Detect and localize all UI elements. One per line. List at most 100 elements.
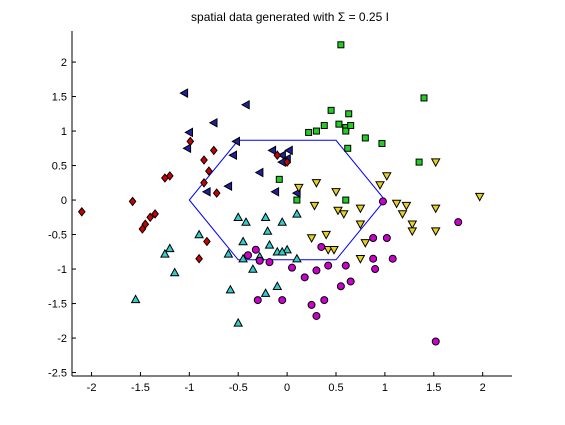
chart-title: spatial data generated with Σ = 0.25 I bbox=[191, 10, 389, 24]
data-point-diamond bbox=[151, 209, 159, 219]
y-tick-label: -2.5 bbox=[48, 368, 67, 380]
data-point-square bbox=[293, 196, 301, 204]
data-point-circle bbox=[341, 261, 350, 270]
data-point-triangle-down bbox=[360, 239, 371, 248]
data-point-circle bbox=[312, 266, 321, 275]
x-tick-label: 0 bbox=[284, 382, 290, 394]
plot-area-background bbox=[72, 31, 512, 376]
data-point-square bbox=[342, 196, 350, 204]
data-point-triangle-down bbox=[323, 246, 334, 255]
data-point-square bbox=[312, 127, 320, 135]
data-point-triangle-down bbox=[430, 158, 441, 168]
y-tick-label: 2 bbox=[61, 57, 67, 69]
data-point-square bbox=[415, 158, 423, 166]
y-tick-label: -0.5 bbox=[48, 230, 67, 242]
data-point-square bbox=[342, 127, 350, 135]
data-points bbox=[77, 41, 485, 346]
data-point-circle bbox=[278, 296, 287, 305]
data-point-triangle-up bbox=[272, 281, 283, 290]
data-point-circle bbox=[369, 234, 378, 242]
data-point-circle bbox=[312, 311, 321, 320]
series-diamond bbox=[77, 136, 291, 264]
data-point-triangle-up bbox=[160, 248, 170, 258]
data-point-square bbox=[347, 122, 355, 130]
series-triangle-up bbox=[130, 208, 302, 327]
data-point-triangle-up bbox=[260, 288, 271, 297]
data-point-triangle-down bbox=[375, 181, 385, 190]
data-point-diamond bbox=[138, 224, 147, 234]
data-point-square bbox=[420, 94, 428, 102]
data-point-diamond bbox=[186, 136, 195, 147]
data-point-square bbox=[275, 175, 283, 183]
data-point-diamond bbox=[273, 150, 282, 161]
data-point-triangle-up bbox=[130, 294, 141, 304]
x-tick-label: -0.5 bbox=[229, 382, 248, 394]
data-point-triangle-left bbox=[284, 145, 293, 156]
data-point-diamond bbox=[77, 206, 86, 217]
data-point-triangle-down bbox=[391, 199, 402, 209]
data-point-triangle-left bbox=[254, 167, 264, 178]
data-point-circle bbox=[253, 296, 262, 305]
data-point-triangle-down bbox=[355, 204, 366, 214]
data-point-square bbox=[378, 139, 386, 147]
data-point-triangle-down bbox=[397, 210, 408, 219]
data-point-triangle-up bbox=[164, 243, 175, 253]
series-circle bbox=[244, 197, 463, 346]
data-point-circle bbox=[369, 254, 378, 263]
x-tick-label: 1.5 bbox=[426, 382, 441, 394]
data-point-triangle-up bbox=[262, 226, 273, 235]
data-point-triangle-up bbox=[194, 229, 204, 239]
data-point-square bbox=[335, 120, 343, 128]
data-point-triangle-up bbox=[277, 217, 288, 226]
data-point-triangle-up bbox=[248, 264, 258, 273]
data-point-triangle-down bbox=[338, 210, 349, 219]
x-tick-label: -1 bbox=[184, 382, 194, 394]
data-point-triangle-left bbox=[184, 127, 193, 138]
data-point-triangle-left bbox=[240, 99, 250, 110]
data-point-diamond bbox=[161, 173, 169, 183]
data-point-diamond bbox=[205, 166, 213, 176]
data-point-triangle-up bbox=[282, 244, 292, 254]
data-point-triangle-down bbox=[355, 255, 366, 264]
data-point-triangle-down bbox=[381, 172, 392, 181]
data-point-triangle-down bbox=[407, 220, 418, 230]
data-point-circle bbox=[336, 282, 345, 291]
data-point-triangle-down bbox=[401, 201, 412, 211]
data-point-triangle-down bbox=[430, 227, 441, 237]
data-point-diamond bbox=[200, 155, 208, 165]
data-point-square bbox=[337, 41, 345, 49]
data-point-triangle-up bbox=[277, 246, 288, 256]
data-point-triangle-left bbox=[270, 186, 280, 197]
data-point-triangle-left bbox=[277, 150, 286, 161]
data-point-circle bbox=[346, 277, 355, 286]
data-point-triangle-up bbox=[238, 253, 248, 263]
data-point-diamond bbox=[212, 188, 221, 198]
data-point-triangle-up bbox=[264, 239, 275, 249]
data-point-triangle-down bbox=[407, 227, 418, 237]
data-point-square bbox=[305, 128, 313, 136]
data-point-triangle-up bbox=[292, 208, 302, 218]
data-point-triangle-up bbox=[238, 236, 248, 246]
x-tick-label: 2 bbox=[480, 382, 486, 394]
data-point-triangle-down bbox=[321, 230, 332, 240]
x-tick-label: -2 bbox=[87, 382, 97, 394]
data-point-triangle-up bbox=[225, 284, 236, 294]
data-point-triangle-down bbox=[331, 188, 341, 197]
data-point-circle bbox=[307, 300, 316, 309]
data-point-circle bbox=[382, 234, 391, 242]
data-point-triangle-down bbox=[474, 192, 485, 202]
data-point-circle bbox=[431, 337, 440, 346]
data-point-triangle-left bbox=[231, 136, 240, 147]
series-square bbox=[275, 41, 428, 204]
data-point-diamond bbox=[195, 253, 203, 264]
data-point-square bbox=[344, 144, 352, 152]
x-tick-label: -1.5 bbox=[131, 382, 150, 394]
data-point-circle bbox=[244, 251, 252, 260]
data-point-circle bbox=[300, 273, 309, 282]
data-point-circle bbox=[255, 256, 264, 265]
data-point-square bbox=[361, 134, 369, 142]
data-point-diamond bbox=[146, 212, 155, 223]
data-point-triangle-left bbox=[223, 181, 233, 192]
data-point-triangle-up bbox=[233, 212, 244, 221]
